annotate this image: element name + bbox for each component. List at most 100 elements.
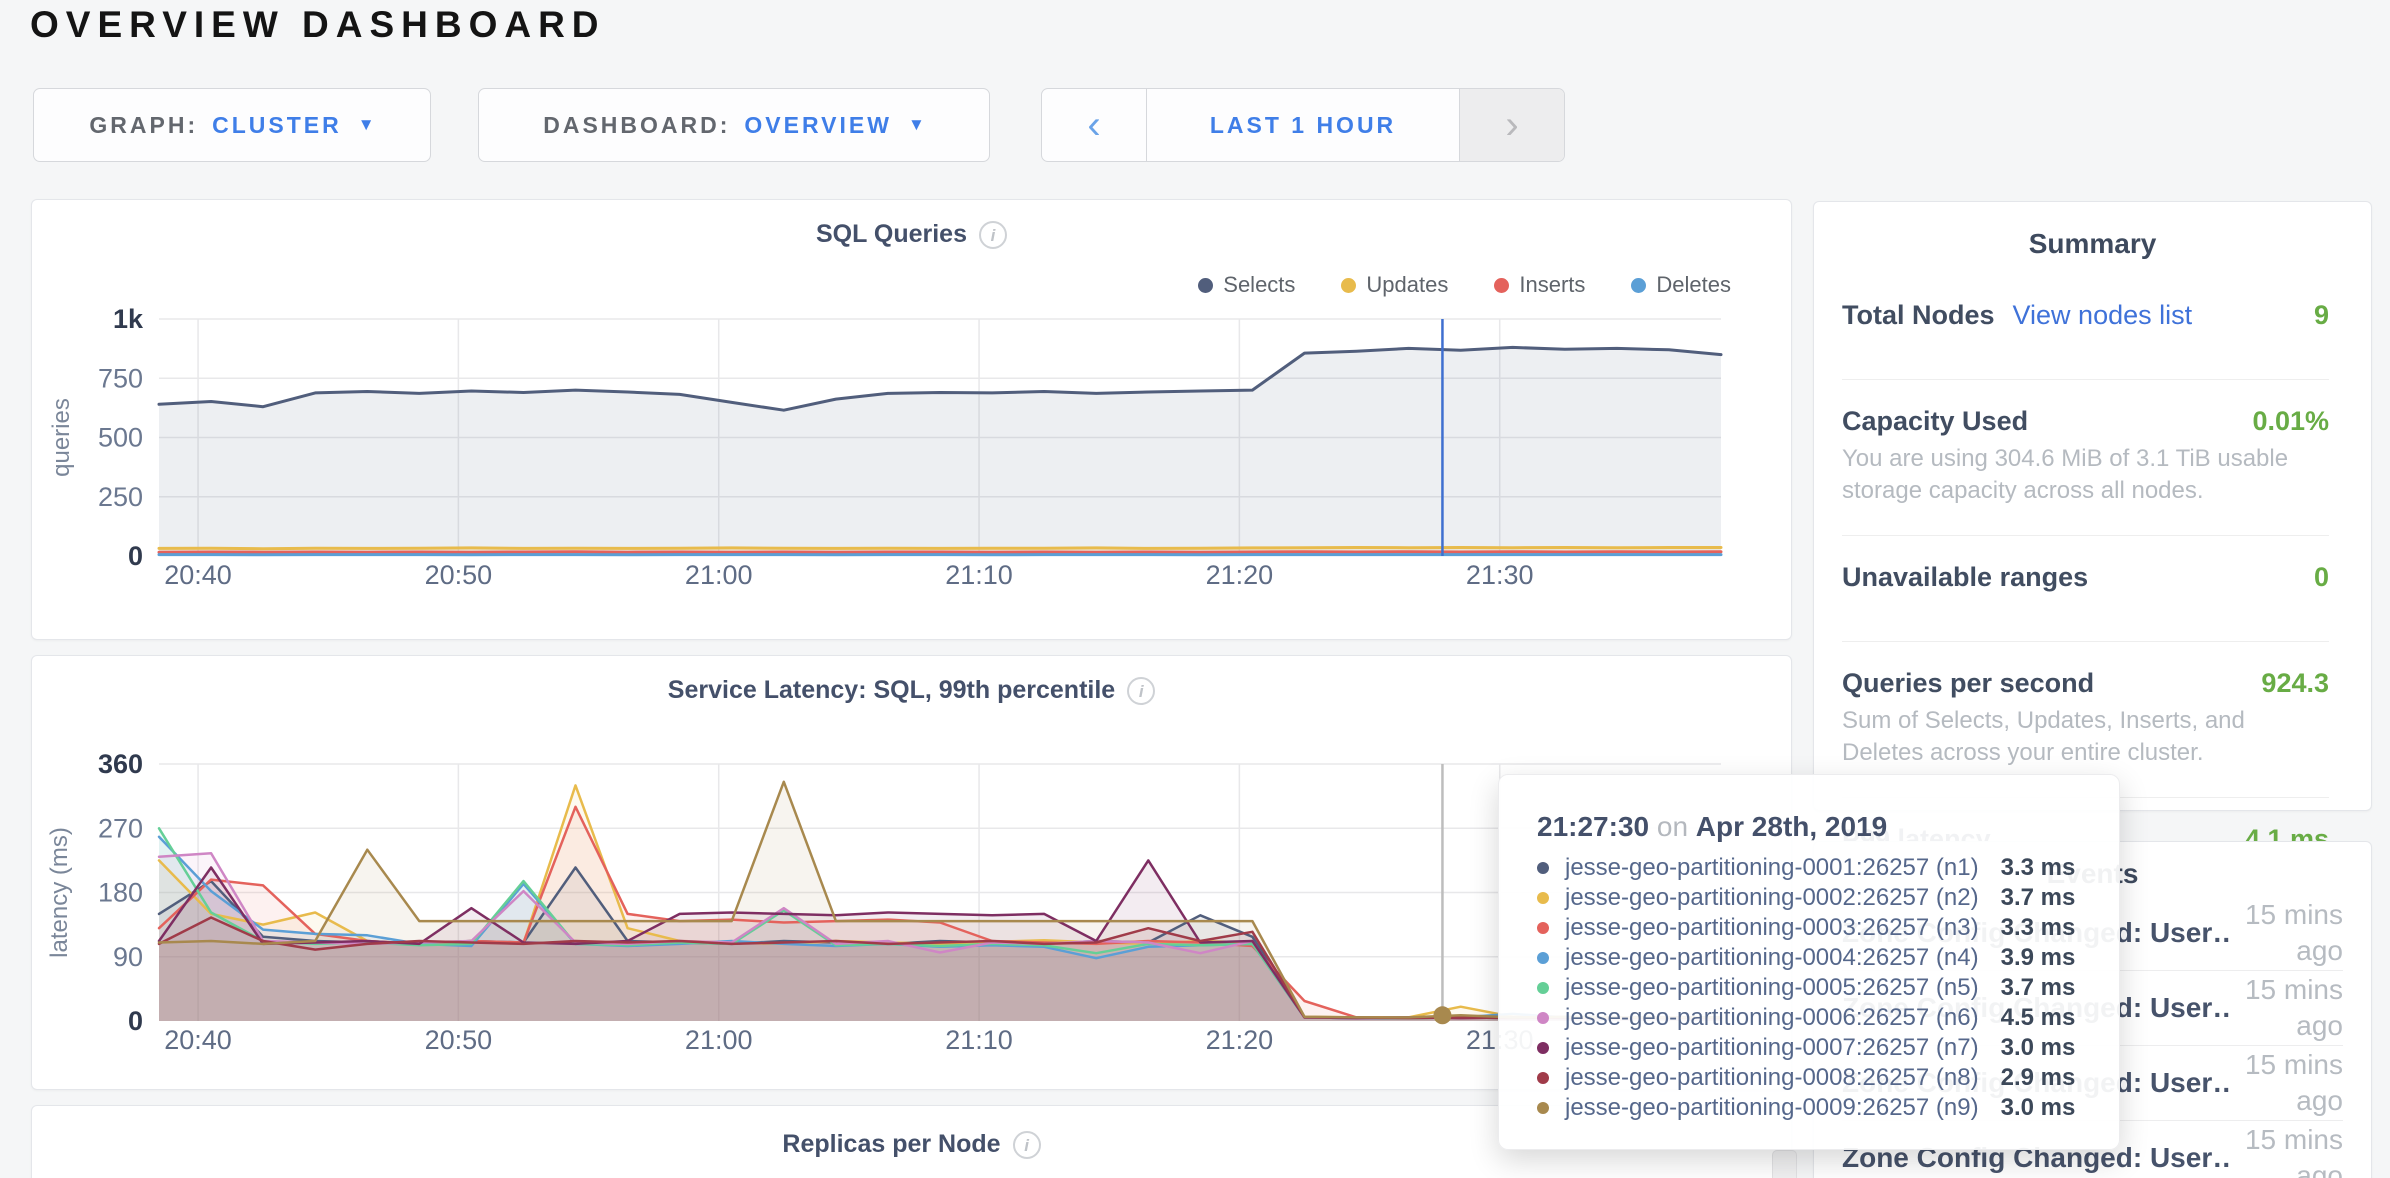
- svg-text:21:10: 21:10: [945, 1025, 1013, 1055]
- svg-text:20:40: 20:40: [164, 1025, 232, 1055]
- series-dot-icon: [1537, 1012, 1549, 1024]
- tooltip-node-name: jesse-geo-partitioning-0005:26257 (n5): [1565, 974, 1979, 1001]
- series-dot-icon: [1537, 1042, 1549, 1054]
- dashboard-dropdown-label: DASHBOARD:: [543, 111, 731, 138]
- svg-text:20:40: 20:40: [164, 560, 232, 590]
- tooltip-node-value: 3.3 ms: [2000, 854, 2076, 881]
- svg-text:1k: 1k: [113, 304, 144, 334]
- graph-dropdown[interactable]: GRAPH: CLUSTER ▼: [33, 88, 431, 162]
- time-next-button[interactable]: ›: [1459, 89, 1564, 161]
- svg-text:360: 360: [98, 749, 143, 779]
- chevron-down-icon: ▼: [357, 115, 375, 134]
- legend-item-updates[interactable]: Updates: [1341, 272, 1448, 298]
- scrollbar-thumb[interactable]: [1772, 1150, 1797, 1178]
- svg-text:21:00: 21:00: [685, 560, 753, 590]
- svg-text:21:10: 21:10: [945, 560, 1013, 590]
- qps-value: 924.3: [2261, 668, 2329, 698]
- sql-queries-card: SQL Queries i Selects Updates Inserts Del…: [31, 199, 1792, 640]
- tooltip-node-value: 2.9 ms: [2000, 1064, 2076, 1091]
- svg-text:20:50: 20:50: [425, 560, 493, 590]
- time-prev-button[interactable]: ‹: [1042, 89, 1147, 161]
- tooltip-node-name: jesse-geo-partitioning-0009:26257 (n9): [1565, 1094, 1979, 1121]
- dashboard-dropdown[interactable]: DASHBOARD: OVERVIEW ▼: [478, 88, 990, 162]
- page-title: OVERVIEW DASHBOARD: [30, 4, 606, 45]
- time-range-value[interactable]: LAST 1 HOUR: [1209, 111, 1397, 138]
- tooltip-node-value: 3.0 ms: [2000, 1094, 2076, 1121]
- updates-dot-icon: [1341, 277, 1357, 293]
- view-nodes-list-link[interactable]: View nodes list: [2012, 300, 2193, 330]
- svg-text:250: 250: [98, 482, 143, 512]
- capacity-used-value: 0.01%: [2252, 406, 2329, 436]
- summary-row-unavailable: Unavailable ranges 0: [1842, 535, 2329, 593]
- summary-row-qps: Queries per second 924.3: [1842, 641, 2329, 699]
- tooltip-node-value: 3.0 ms: [2000, 1034, 2076, 1061]
- svg-text:0: 0: [128, 1006, 143, 1036]
- tooltip-node-value: 3.9 ms: [2000, 944, 2076, 971]
- replicas-per-node-title: Replicas per Node: [782, 1130, 1001, 1158]
- total-nodes-value: 9: [2313, 300, 2329, 330]
- time-range-picker: ‹ LAST 1 HOUR ›: [1041, 88, 1565, 162]
- tooltip-node-name: jesse-geo-partitioning-0008:26257 (n8): [1565, 1064, 1979, 1091]
- tooltip-row: jesse-geo-partitioning-0005:26257 (n5) 3.…: [1537, 973, 2081, 1003]
- svg-text:270: 270: [98, 813, 143, 843]
- chart-tooltip: 21:27:30 on Apr 28th, 2019 jesse-geo-par…: [1498, 774, 2120, 1150]
- svg-text:20:50: 20:50: [425, 1025, 493, 1055]
- selects-dot-icon: [1198, 277, 1214, 293]
- info-icon[interactable]: i: [979, 220, 1007, 249]
- tooltip-row: jesse-geo-partitioning-0009:26257 (n9) 3.…: [1537, 1093, 2081, 1123]
- legend-item-deletes[interactable]: Deletes: [1631, 272, 1731, 298]
- tooltip-node-name: jesse-geo-partitioning-0003:26257 (n3): [1565, 914, 1979, 941]
- tooltip-row: jesse-geo-partitioning-0001:26257 (n1) 3.…: [1537, 853, 2081, 883]
- tooltip-row: jesse-geo-partitioning-0008:26257 (n8) 2.…: [1537, 1063, 2081, 1093]
- qps-subtext: Sum of Selects, Updates, Inserts, and De…: [1842, 707, 2245, 766]
- svg-text:750: 750: [98, 363, 143, 393]
- svg-text:21:20: 21:20: [1206, 1025, 1274, 1055]
- tooltip-row: jesse-geo-partitioning-0002:26257 (n2) 3.…: [1537, 883, 2081, 913]
- tooltip-node-name: jesse-geo-partitioning-0004:26257 (n4): [1565, 944, 1979, 971]
- series-dot-icon: [1537, 982, 1549, 994]
- series-dot-icon: [1537, 922, 1549, 934]
- svg-text:queries: queries: [48, 398, 75, 477]
- tooltip-node-name: jesse-geo-partitioning-0007:26257 (n7): [1565, 1034, 1979, 1061]
- tooltip-node-value: 3.7 ms: [2000, 974, 2076, 1001]
- service-latency-chart[interactable]: 09018027036020:4020:5021:0021:1021:2021:…: [32, 656, 1791, 1089]
- sql-queries-chart[interactable]: 0 250 500 750 1k 20:40 20:50 21:00 21:10 21:20 21:…: [32, 200, 1791, 639]
- tooltip-row: jesse-geo-partitioning-0004:26257 (n4) 3.…: [1537, 943, 2081, 973]
- series-dot-icon: [1537, 1072, 1549, 1084]
- info-icon[interactable]: i: [1012, 1130, 1041, 1159]
- svg-text:21:00: 21:00: [685, 1025, 753, 1055]
- tooltip-timestamp: 21:27:30 on Apr 28th, 2019: [1537, 811, 1888, 842]
- tooltip-node-name: jesse-geo-partitioning-0006:26257 (n6): [1565, 1004, 1979, 1031]
- deletes-dot-icon: [1631, 277, 1647, 293]
- svg-text:90: 90: [113, 942, 143, 972]
- svg-text:180: 180: [98, 878, 143, 908]
- sql-queries-legend: Selects Updates Inserts Deletes: [1198, 272, 1731, 298]
- legend-item-selects[interactable]: Selects: [1198, 272, 1295, 298]
- capacity-used-subtext: You are using 304.6 MiB of 3.1 TiB usabl…: [1842, 445, 2289, 504]
- unavailable-ranges-value: 0: [2313, 562, 2329, 592]
- series-dot-icon: [1537, 862, 1549, 874]
- tooltip-row: jesse-geo-partitioning-0003:26257 (n3) 3.…: [1537, 913, 2081, 943]
- svg-text:latency (ms): latency (ms): [46, 827, 73, 958]
- graph-dropdown-label: GRAPH:: [89, 111, 199, 138]
- summary-title: Summary: [2028, 228, 2157, 259]
- svg-text:0: 0: [128, 541, 143, 571]
- service-latency-title: Service Latency: SQL, 99th percentile: [667, 676, 1116, 704]
- svg-text:21:20: 21:20: [1206, 560, 1274, 590]
- tooltip-node-value: 3.3 ms: [2000, 914, 2076, 941]
- series-dot-icon: [1537, 892, 1549, 904]
- info-icon[interactable]: i: [1127, 676, 1156, 705]
- summary-panel: Summary Total Nodes View nodes list 9 Ca…: [1813, 201, 2372, 854]
- summary-row-capacity: Capacity Used 0.01%: [1842, 379, 2329, 437]
- tooltip-row: jesse-geo-partitioning-0006:26257 (n6) 4.…: [1537, 1003, 2081, 1033]
- tooltip-node-name: jesse-geo-partitioning-0002:26257 (n2): [1565, 884, 1979, 911]
- series-dot-icon: [1537, 952, 1549, 964]
- sql-queries-title: SQL Queries: [816, 220, 967, 248]
- legend-item-inserts[interactable]: Inserts: [1494, 272, 1585, 298]
- svg-text:500: 500: [98, 423, 143, 453]
- graph-dropdown-value: CLUSTER: [212, 111, 342, 138]
- chevron-down-icon: ▼: [907, 115, 925, 134]
- dashboard-dropdown-value: OVERVIEW: [744, 111, 892, 138]
- svg-text:21:30: 21:30: [1466, 560, 1534, 590]
